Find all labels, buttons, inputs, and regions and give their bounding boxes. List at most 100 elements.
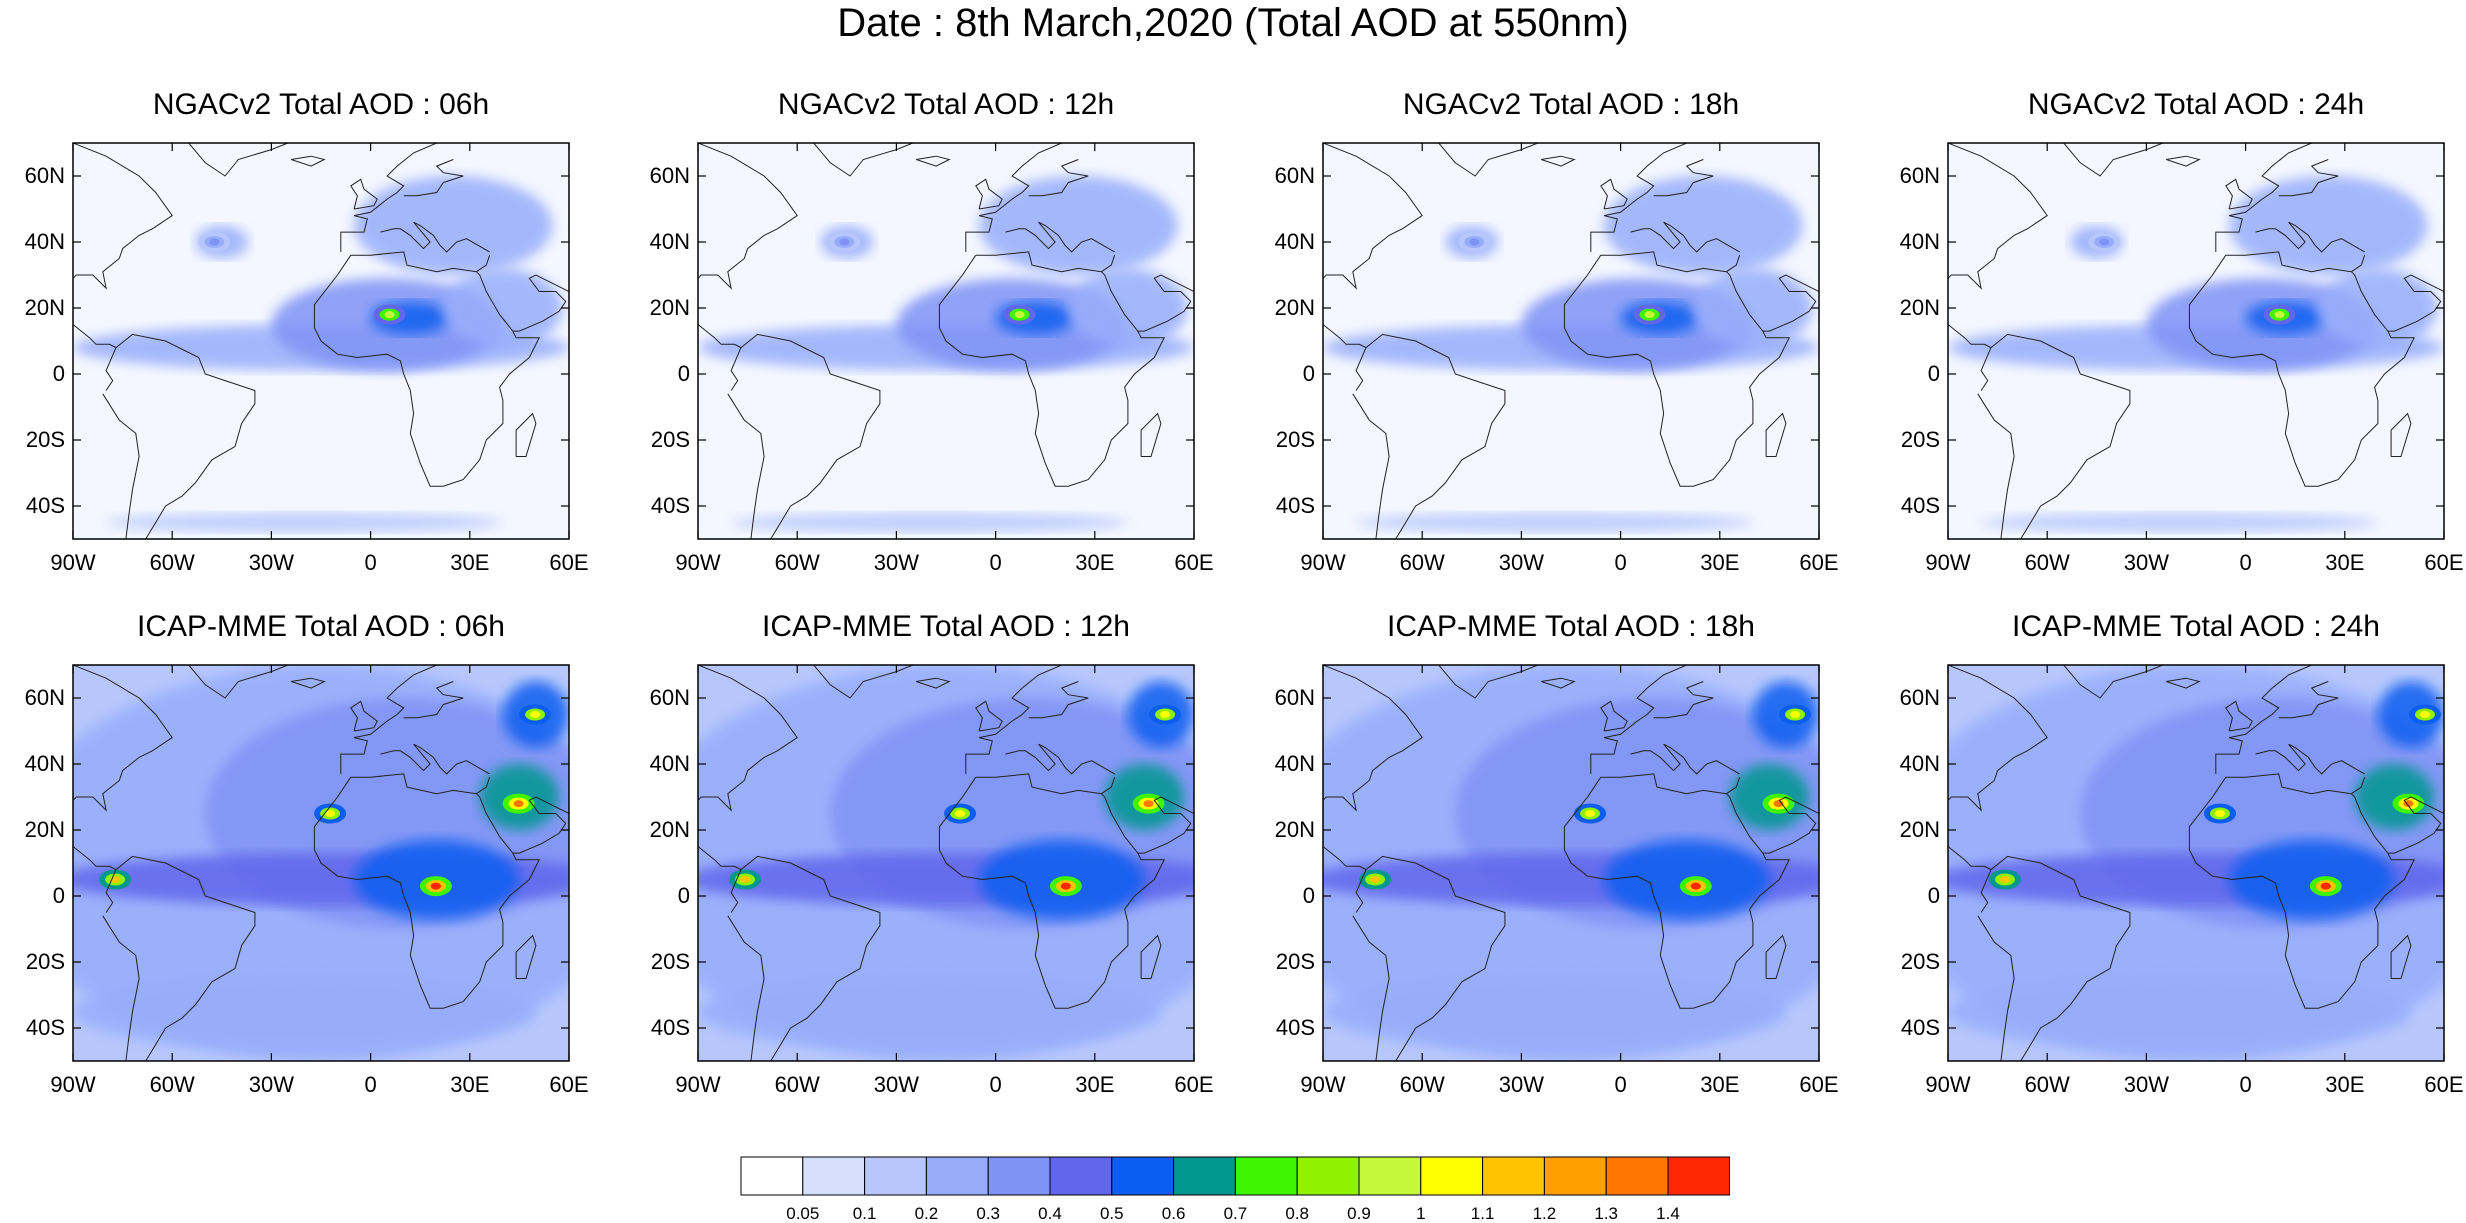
coastline [727,915,765,1061]
coastline [515,412,537,457]
colorbar-label: 0.3 [976,1204,1000,1223]
lon-tick-label: 30E [2325,550,2365,575]
coastline [2390,934,2412,979]
coastline [291,677,326,689]
colorbar-swatch [925,1156,989,1196]
map-frame [72,664,570,1062]
lat-tick-label: 0 [52,883,65,908]
coastline [2225,773,2366,795]
aerosol-plume [731,512,1128,533]
lon-tick-label: 30W [2123,1072,2170,1097]
coastline [1948,846,2131,1061]
lat-tick-label: 40S [1900,1015,1940,1040]
lon-tick-label: 60W [2024,550,2070,575]
aod-hotspot [1585,810,1596,817]
lon-tick-label: 30E [450,550,490,575]
lat-tick-label: 60N [24,163,65,188]
aerosol-plume [1068,268,1188,348]
lon-tick-label: 60W [1399,550,1445,575]
colorbar-label: 0.5 [1099,1204,1124,1223]
map-plot [72,664,570,1062]
aod-hotspot [1014,311,1025,319]
aod-hotspot [1469,238,1480,246]
coastline [2215,143,2316,252]
coastline [515,934,537,979]
lon-tick-label: 60W [774,550,820,575]
coastline [1980,347,1992,391]
coastline [1028,159,1089,197]
coastline [102,393,140,539]
coastline [1355,347,1367,391]
aod-hotspot [325,810,336,817]
map-frame [72,142,570,540]
lat-tick-label: 0 [52,361,65,386]
aerosol-plume [2229,839,2395,920]
lat-tick-label: 20N [649,817,690,842]
coastline [1630,743,1740,775]
aod-hotspot [2099,238,2110,246]
map-plot [1322,664,1820,1062]
lon-tick-label: 30E [450,1072,490,1097]
aerosol-plume [1948,971,2411,1052]
lat-tick-label: 60N [24,685,65,710]
lat-tick-label: 40S [1900,493,1940,518]
coastline [2278,681,2339,719]
lat-tick-label: 20N [1274,817,1315,842]
colorbar-swatch [1605,1156,1669,1196]
lat-tick-label: 20S [650,427,690,452]
coastline [965,143,1066,252]
coastline [1323,665,1423,812]
coastline [2063,143,2164,177]
aod-hotspot [2214,810,2225,817]
aod-hotspot [1790,711,1801,718]
coastline [698,143,798,290]
lon-tick-label: 30E [1075,1072,1115,1097]
coastline [1600,773,1741,795]
lat-tick-label: 0 [1302,883,1315,908]
colorbar-label: 1.1 [1470,1204,1495,1223]
lon-tick-label: 90W [1925,1072,1971,1097]
aerosol-plume [698,971,1161,1052]
coastline [1140,412,1162,457]
coastline [291,155,326,167]
coastline [403,159,464,197]
map-plot [72,142,570,540]
coastline [938,254,1166,487]
lon-tick-label: 60E [2424,550,2464,575]
lon-tick-label: 60W [1399,1072,1445,1097]
lon-tick-label: 0 [364,1072,377,1097]
lat-tick-label: 60N [1274,685,1315,710]
coastline [2390,412,2412,457]
coastline [1765,412,1787,457]
aerosol-plume [1604,176,1803,275]
aod-hotspot [2274,311,2285,319]
coastline [2188,254,2416,487]
lon-tick-label: 90W [1925,550,1971,575]
lat-tick-label: 60N [649,163,690,188]
lon-tick-label: 90W [50,1072,96,1097]
lat-tick-label: 40S [650,1015,690,1040]
coastline [1541,677,1576,689]
panel-title: NGACv2 Total AOD : 12h [777,88,1115,121]
coastline [1977,915,2015,1061]
aod-hotspot [1160,711,1171,718]
coastline [380,743,490,775]
panel-title: NGACv2 Total AOD : 06h [152,88,490,121]
panel-title: NGACv2 Total AOD : 24h [2027,88,2365,121]
aerosol-plume [354,176,553,275]
colorbar-label: 1 [1416,1204,1426,1223]
aod-hotspot [513,800,524,808]
coastline [975,251,1116,273]
map-plot [697,142,1195,540]
coastline [1980,869,1992,913]
coastline [698,324,881,539]
map-plot [697,664,1195,1062]
coastline [813,143,914,177]
aod-hotspot [1143,800,1154,808]
coastline [1352,393,1390,539]
colorbar-swatch [1667,1156,1730,1196]
panel-title: ICAP-MME Total AOD : 18h [1387,610,1755,643]
lon-tick-label: 30W [1498,550,1545,575]
lat-tick-label: 40N [24,229,65,254]
lat-tick-label: 20N [24,295,65,320]
